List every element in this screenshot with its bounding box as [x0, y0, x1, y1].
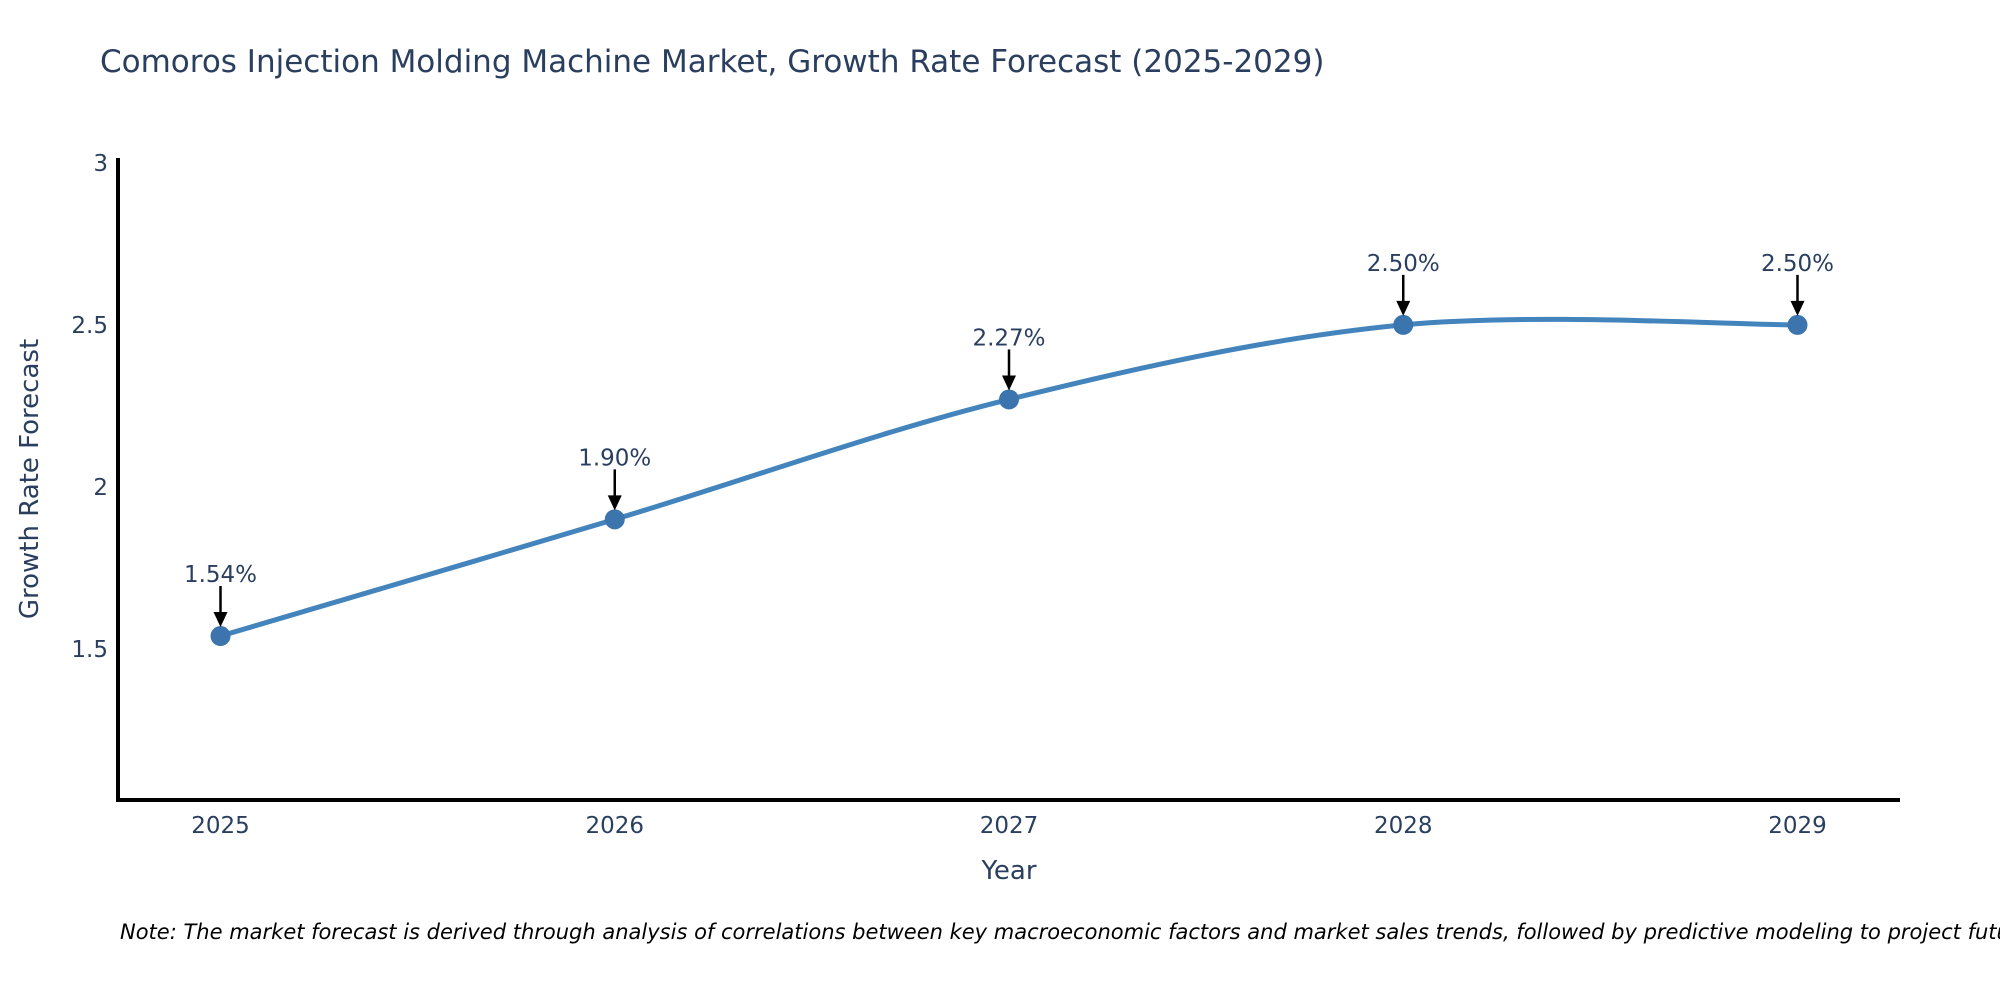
- data-point-marker: [210, 626, 231, 647]
- y-tick-label: 1.5: [71, 637, 108, 663]
- x-tick-label: 2029: [1768, 813, 1827, 839]
- x-tick-label: 2028: [1374, 813, 1433, 839]
- y-tick-label: 3: [93, 151, 108, 177]
- annotation-arrowhead: [1002, 375, 1016, 391]
- x-tick-label: 2026: [585, 813, 644, 839]
- y-tick-label: 2.5: [71, 313, 108, 339]
- point-value-label: 1.90%: [578, 445, 651, 471]
- data-point-marker: [604, 509, 625, 530]
- annotation-arrowhead: [1396, 300, 1411, 316]
- data-point-marker: [1787, 314, 1808, 335]
- chart-footnote: Note: The market forecast is derived thr…: [120, 920, 2000, 944]
- point-value-label: 1.54%: [184, 562, 257, 588]
- x-tick-label: 2027: [980, 813, 1039, 839]
- x-axis-title: Year: [981, 856, 1037, 886]
- annotation-arrowhead: [607, 495, 622, 511]
- y-tick-label: 2: [93, 475, 108, 501]
- y-axis-title: Growth Rate Forecast: [15, 338, 45, 620]
- chart-title: Comoros Injection Molding Machine Market…: [100, 44, 1325, 80]
- data-point-marker: [999, 389, 1019, 410]
- annotation-arrowhead: [213, 612, 228, 628]
- annotation-arrowhead: [1790, 300, 1805, 316]
- point-value-label: 2.50%: [1761, 251, 1834, 277]
- point-value-label: 2.50%: [1367, 251, 1440, 277]
- point-value-label: 2.27%: [972, 325, 1045, 351]
- x-tick-label: 2025: [191, 813, 250, 839]
- data-point-marker: [1393, 314, 1414, 335]
